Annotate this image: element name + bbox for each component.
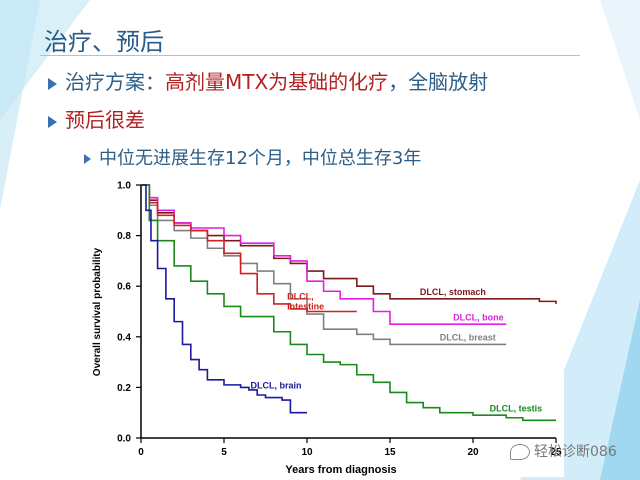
series-label-dlcl-breast: DLCL, breast: [440, 333, 496, 343]
x-tick-label: 10: [301, 447, 313, 458]
sub-bullet-triangle-icon: [84, 154, 91, 164]
series-label-dlcl-stomach: DLCL, stomach: [420, 287, 486, 297]
x-tick-label: 15: [384, 447, 396, 458]
y-tick-label: 0.0: [117, 434, 131, 445]
sub-bullet-survival: 中位无进展生存12个月，中位总生存3年: [84, 144, 421, 170]
x-tick-label: 20: [467, 447, 479, 458]
x-tick-label: 25: [550, 447, 562, 458]
y-tick-label: 0.8: [117, 231, 131, 242]
series-label-dlcl-testis: DLCL, testis: [490, 403, 543, 413]
title-divider: [40, 55, 580, 56]
series-line-dlcl-bone: [141, 184, 507, 325]
y-tick-label: 0.4: [117, 332, 131, 343]
y-tick-label: 0.6: [117, 282, 131, 293]
bullet-treatment-highlight: 高剂量MTX为基础的化疗: [165, 70, 389, 94]
series-label-dlcl-brain: DLCL, brain: [251, 381, 302, 391]
slide-title: 治疗、预后: [44, 28, 164, 56]
bullet-treatment-suffix: ，全脑放射: [388, 70, 489, 94]
series-label-dlcl-intestine-line2: intestine: [287, 301, 324, 311]
y-axis-label: Overall survival probability: [92, 247, 103, 376]
survival-chart-svg: 0 5 10 15 20 25 0.0 0.2 0.4 0.6 0.8 1.0 DLCL, stoma…: [92, 181, 562, 477]
sub-bullet-survival-text: 中位无进展生存12个月，中位总生存3年: [99, 148, 422, 169]
chart-series-labels: DLCL, stomach DLCL, bone DLCL, breast DLCL,…: [251, 287, 543, 413]
series-line-dlcl-testis: [141, 184, 556, 422]
x-axis-label: Years from diagnosis: [285, 464, 396, 476]
bullet-prognosis: 预后很差: [48, 104, 145, 133]
chart-curves: [141, 184, 557, 422]
series-line-dlcl-breast: [141, 184, 507, 346]
x-tick-label: 5: [221, 447, 227, 458]
wechat-icon: [510, 444, 530, 460]
series-line-dlcl-stomach: [141, 184, 557, 304]
bullet-triangle-icon: [48, 77, 57, 90]
series-label-dlcl-intestine: DLCL,: [287, 291, 314, 301]
watermark: 轻松诊断086: [510, 441, 617, 461]
watermark-text: 轻松诊断086: [534, 444, 617, 460]
y-tick-label: 0.2: [117, 383, 131, 394]
bullet-triangle-icon: [48, 115, 57, 128]
y-tick-label: 1.0: [117, 181, 131, 192]
series-line-dlcl-intestine: [141, 184, 357, 313]
survival-chart: 0 5 10 15 20 25 0.0 0.2 0.4 0.6 0.8 1.0 DLCL, stoma…: [88, 172, 564, 477]
series-line-dlcl-brain: [141, 184, 307, 414]
chart-axes: 0 5 10 15 20 25 0.0 0.2 0.4 0.6 0.8 1.0: [117, 181, 562, 459]
x-tick-label: 0: [138, 447, 144, 458]
bullet-prognosis-text: 预后很差: [65, 108, 145, 132]
bullet-treatment-prefix: 治疗方案：: [65, 70, 165, 94]
bullet-treatment: 治疗方案：高剂量MTX为基础的化疗，全脑放射: [48, 66, 488, 95]
series-label-dlcl-bone: DLCL, bone: [453, 312, 504, 322]
